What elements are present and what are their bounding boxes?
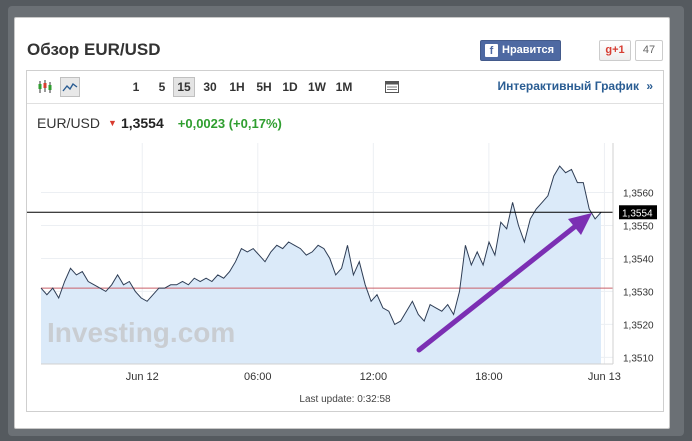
chart-toolbar: 1 5 15 30 1H 5H 1D 1W 1M Интерактивный График » xyxy=(27,71,663,104)
quote-change: +0,0023 (+0,17%) xyxy=(177,115,282,131)
facebook-like-button[interactable]: f Нравится xyxy=(480,40,562,61)
annotation-arrowhead xyxy=(568,213,592,235)
timeframe-1d[interactable]: 1D xyxy=(282,80,298,94)
y-tick-label: 1,3560 xyxy=(623,188,654,199)
quote-symbol: EUR/USD xyxy=(37,115,101,131)
chart-panel: 1 5 15 30 1H 5H 1D 1W 1M Интерактивный График » … xyxy=(26,70,664,412)
eurusd-widget: Обзор EUR/USD f Нравится g+1 47 xyxy=(14,17,670,429)
google-plus-count: 47 xyxy=(635,40,663,61)
down-arrow-icon: ▼ xyxy=(108,118,117,128)
x-tick-label: 12:00 xyxy=(360,371,388,383)
table-icon[interactable] xyxy=(382,77,402,97)
facebook-like-label: Нравится xyxy=(502,44,555,56)
chevron-right-icon: » xyxy=(646,79,653,93)
interactive-chart-label: Интерактивный График xyxy=(497,79,639,93)
x-tick-label: Jun 13 xyxy=(588,371,621,383)
y-tick-label: 1,3510 xyxy=(623,353,654,364)
timeframe-1w[interactable]: 1W xyxy=(308,80,326,94)
x-tick-label: Jun 12 xyxy=(126,371,159,383)
timeframe-1m[interactable]: 1M xyxy=(335,80,353,94)
price-line xyxy=(40,165,602,326)
y-tick-label: 1,3550 xyxy=(623,221,654,232)
timeframe-30[interactable]: 30 xyxy=(203,80,217,94)
quote-bar: EUR/USD ▼ 1,3554 +0,0023 (+0,17%) xyxy=(37,113,282,133)
google-plus-button[interactable]: g+1 xyxy=(599,40,631,61)
y-tick-label: 1,3530 xyxy=(623,287,654,298)
timeframe-1[interactable]: 1 xyxy=(132,80,140,94)
interactive-chart-link[interactable]: Интерактивный График » xyxy=(497,79,653,93)
annotation-arrow xyxy=(416,218,585,353)
watermark-logo: Investing.com xyxy=(47,317,235,348)
current-price-label: 1,3554 xyxy=(622,208,653,219)
y-tick-label: 1,3520 xyxy=(623,320,654,331)
price-chart[interactable]: Investing.com 1,3560 1,3550 1,3540 1,3530 1,3… xyxy=(27,139,663,391)
y-tick-label: 1,3540 xyxy=(623,254,654,265)
x-tick-label: 06:00 xyxy=(244,371,272,383)
current-price-badge xyxy=(619,205,657,220)
last-update: Last update: 0:32:58 xyxy=(299,394,391,405)
timeframe-5h[interactable]: 5H xyxy=(256,80,272,94)
widget-title: Обзор EUR/USD xyxy=(27,40,161,59)
quote-price: 1,3554 xyxy=(120,115,164,131)
facebook-icon: f xyxy=(485,44,498,57)
timeframe-1h[interactable]: 1H xyxy=(229,80,245,94)
x-tick-label: 18:00 xyxy=(475,371,503,383)
line-chart-icon[interactable] xyxy=(60,77,80,97)
candlestick-icon[interactable] xyxy=(35,77,55,97)
timeframe-5[interactable]: 5 xyxy=(158,80,166,94)
timeframe-15[interactable]: 15 xyxy=(173,77,195,97)
